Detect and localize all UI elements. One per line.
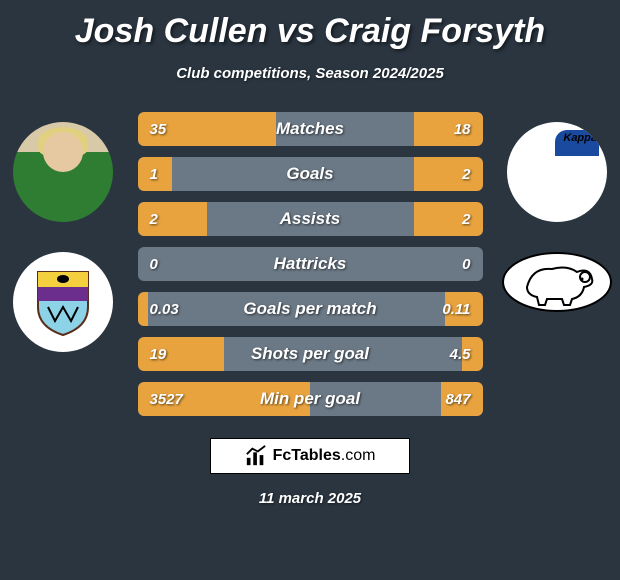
stat-row: 12Goals — [138, 157, 483, 191]
stat-label: Matches — [138, 112, 483, 146]
ram-icon — [512, 257, 602, 307]
stat-label: Shots per goal — [138, 337, 483, 371]
date-label: 11 march 2025 — [0, 490, 620, 507]
comparison-content: 3518Matches 12Goals 22Assists 00Hattricks 0.… — [0, 112, 620, 416]
stat-row: 3527847Min per goal — [138, 382, 483, 416]
stat-row: 22Assists — [138, 202, 483, 236]
stat-label: Goals per match — [138, 292, 483, 326]
stat-row: 3518Matches — [138, 112, 483, 146]
stat-row: 194.5Shots per goal — [138, 337, 483, 371]
stats-bars: 3518Matches 12Goals 22Assists 00Hattricks 0.… — [138, 112, 483, 416]
player1-avatar — [13, 122, 113, 222]
logo-name: FcTables — [273, 447, 341, 464]
fctables-logo: FcTables.com — [210, 438, 410, 474]
right-column — [502, 122, 612, 312]
club2-logo — [502, 252, 612, 312]
player2-avatar — [507, 122, 607, 222]
shield-icon — [33, 267, 93, 337]
club1-logo — [13, 252, 113, 352]
page-title: Josh Cullen vs Craig Forsyth — [0, 0, 620, 51]
chart-icon — [245, 445, 267, 467]
left-column — [8, 122, 118, 352]
subtitle: Club competitions, Season 2024/2025 — [0, 65, 620, 82]
stat-label: Assists — [138, 202, 483, 236]
stat-label: Hattricks — [138, 247, 483, 281]
logo-suffix: .com — [341, 447, 376, 464]
stat-row: 00Hattricks — [138, 247, 483, 281]
stat-label: Min per goal — [138, 382, 483, 416]
logo-text: FcTables.com — [273, 447, 376, 465]
stat-row: 0.030.11Goals per match — [138, 292, 483, 326]
stat-label: Goals — [138, 157, 483, 191]
